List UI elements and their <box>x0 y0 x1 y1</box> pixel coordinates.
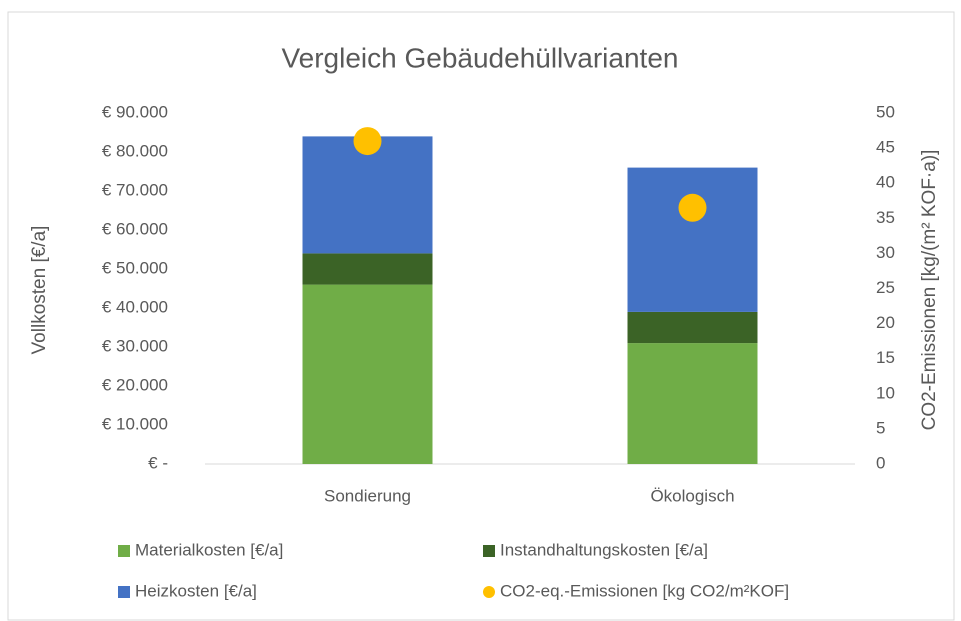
y-tick-label: € - <box>148 453 168 472</box>
chart-border <box>7 11 955 621</box>
bar-segment <box>627 311 758 344</box>
y2-tick-label: 5 <box>876 418 885 437</box>
chart-title: Vergleich Gebäudehüllvarianten <box>282 42 679 73</box>
bar-segment <box>627 167 758 312</box>
y-tick-label: € 90.000 <box>102 102 168 121</box>
y-tick-label: € 30.000 <box>102 336 168 355</box>
y-tick-label: € 70.000 <box>102 180 168 199</box>
legend-marker <box>483 586 495 598</box>
x-tick-label: Sondierung <box>324 486 411 505</box>
bar-segment <box>302 136 433 254</box>
legend-label: Materialkosten [€/a] <box>135 540 283 559</box>
y2-tick-label: 45 <box>876 138 895 157</box>
y2-tick-label: 40 <box>876 173 895 192</box>
y-axis-title: Vollkosten [€/a] <box>29 226 50 355</box>
y2-tick-label: 50 <box>876 102 895 121</box>
scatter-point <box>678 193 707 222</box>
scatter-point <box>353 127 382 156</box>
y-tick-label: € 50.000 <box>102 258 168 277</box>
y-tick-label: € 60.000 <box>102 219 168 238</box>
y-tick-label: € 20.000 <box>102 375 168 394</box>
bar-segment <box>302 253 433 285</box>
legend-marker <box>118 586 130 598</box>
x-tick-label: Ökologisch <box>650 486 734 505</box>
y2-tick-label: 35 <box>876 208 895 227</box>
y2-tick-label: 15 <box>876 348 895 367</box>
y2-tick-label: 25 <box>876 278 895 297</box>
y2-axis-title: CO2-Emissionen [kg/(m² KOF·a)] <box>919 150 940 431</box>
bar-segment <box>302 284 433 464</box>
y2-tick-label: 0 <box>876 453 885 472</box>
y-tick-label: € 40.000 <box>102 297 168 316</box>
y2-tick-label: 10 <box>876 383 895 402</box>
legend-label: Instandhaltungskosten [€/a] <box>500 540 708 559</box>
legend-label: CO2-eq.-Emissionen [kg CO2/m²KOF] <box>500 581 789 600</box>
legend-marker <box>118 545 130 557</box>
y2-tick-label: 30 <box>876 243 895 262</box>
y2-tick-label: 20 <box>876 313 895 332</box>
y-tick-label: € 10.000 <box>102 414 168 433</box>
legend-marker <box>483 545 495 557</box>
legend-label: Heizkosten [€/a] <box>135 581 257 600</box>
y-tick-label: € 80.000 <box>102 141 168 160</box>
bar-segment <box>627 343 758 464</box>
